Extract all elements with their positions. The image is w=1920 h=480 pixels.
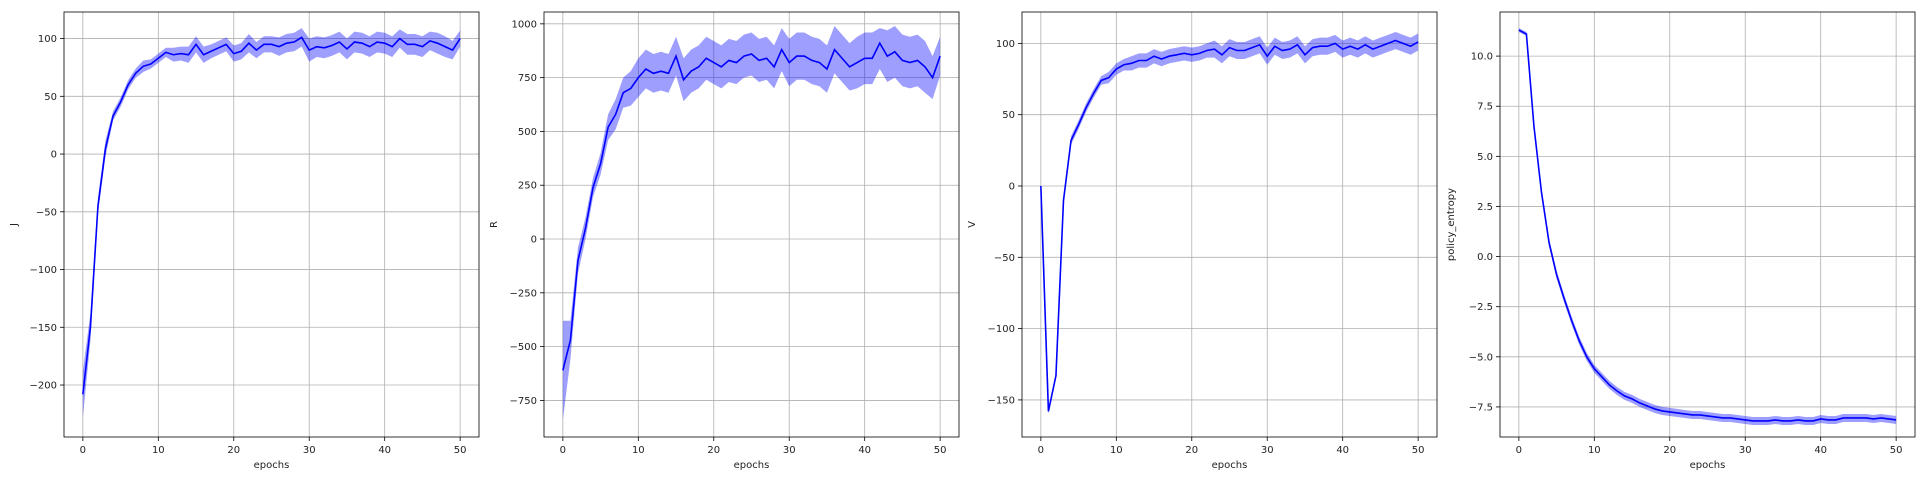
series-line: [1518, 29, 1897, 422]
x-axis-label: epochs: [1690, 460, 1726, 471]
y-axis-label: policy_entropy: [1446, 188, 1457, 261]
confidence-band: [82, 28, 461, 418]
x-tick-label: 40: [378, 445, 391, 456]
x-tick-label: 30: [1739, 445, 1752, 456]
confidence-band: [1040, 31, 1419, 415]
y-tick-label: 50: [44, 92, 57, 103]
confidence-band: [562, 25, 941, 420]
y-tick-label: 500: [518, 127, 537, 138]
y-tick-label: 0.0: [1477, 252, 1493, 263]
x-tick-label: 40: [1814, 445, 1827, 456]
y-tick-label: −5.0: [1469, 352, 1493, 363]
x-tick-label: 10: [632, 445, 645, 456]
x-tick-label: 10: [1588, 445, 1601, 456]
y-tick-label: 100: [38, 34, 57, 45]
x-tick-label: 10: [1110, 445, 1123, 456]
y-tick-label: 1000: [512, 19, 537, 30]
y-tick-label: 5.0: [1477, 152, 1493, 163]
y-tick-label: −2.5: [1469, 302, 1493, 313]
x-tick-label: 30: [783, 445, 796, 456]
y-tick-label: 0: [1009, 181, 1015, 192]
x-tick-label: 20: [1185, 445, 1198, 456]
series-line: [562, 41, 941, 371]
y-tick-label: 0: [51, 150, 57, 161]
panel-v: 0 10 20 30 40 50 −150 −100 −50 0 50 100 epochs V: [967, 11, 1438, 471]
confidence-band: [1518, 28, 1897, 425]
y-tick-label: 50: [1002, 110, 1015, 121]
axes-frame: [543, 11, 960, 438]
x-tick-label: 0: [560, 445, 566, 456]
axes-frame: [1499, 11, 1916, 438]
x-tick-label: 40: [858, 445, 871, 456]
y-tick-label: 100: [996, 39, 1015, 50]
x-tick-label: 10: [152, 445, 165, 456]
y-axis-label: V: [967, 221, 978, 228]
y-tick-label: −100: [988, 324, 1015, 335]
y-axis-label: R: [489, 221, 500, 228]
x-tick-label: 30: [1261, 445, 1274, 456]
x-tick-label: 50: [934, 445, 947, 456]
x-tick-label: 50: [454, 445, 467, 456]
y-tick-label: 2.5: [1477, 202, 1493, 213]
x-axis-label: epochs: [1212, 460, 1248, 471]
y-tick-label: 0: [531, 235, 537, 246]
y-tick-label: 750: [518, 73, 537, 84]
y-tick-label: −150: [30, 323, 57, 334]
panel-r: 0 10 20 30 40 50 −750 −500 −250 0 250 500 750 1000 epo…: [489, 11, 960, 471]
y-tick-label: −500: [510, 342, 537, 353]
x-tick-label: 40: [1336, 445, 1349, 456]
y-tick-label: −50: [994, 253, 1015, 264]
y-tick-label: −50: [36, 207, 57, 218]
y-tick-label: −7.5: [1469, 402, 1493, 413]
series-line: [82, 36, 461, 395]
axes-frame: [63, 11, 480, 438]
x-tick-label: 0: [1038, 445, 1044, 456]
y-axis-label: J: [9, 223, 20, 227]
y-tick-label: 250: [518, 181, 537, 192]
panel-j: 0 10 20 30 40 50 −200 −150 −100 −50 0 50 100 epochs J: [9, 11, 480, 471]
y-tick-label: −200: [30, 381, 57, 392]
x-tick-label: 0: [80, 445, 86, 456]
x-tick-label: 20: [707, 445, 720, 456]
series-line: [1040, 39, 1419, 412]
x-tick-label: 50: [1412, 445, 1425, 456]
y-tick-label: −250: [510, 288, 537, 299]
y-tick-label: −100: [30, 265, 57, 276]
x-tick-label: 20: [1663, 445, 1676, 456]
x-tick-label: 30: [303, 445, 316, 456]
panel-policy-entropy: 0 10 20 30 40 50 −7.5 −5.0 −2.5 0.0 2.5 5.0 7.5 10.0 e…: [1446, 11, 1916, 471]
x-axis-label: epochs: [734, 460, 770, 471]
x-tick-label: 50: [1890, 445, 1903, 456]
x-axis-label: epochs: [254, 460, 290, 471]
y-tick-label: −750: [510, 396, 537, 407]
x-tick-label: 20: [227, 445, 240, 456]
y-tick-label: 10.0: [1471, 52, 1493, 63]
y-tick-label: 7.5: [1477, 102, 1493, 113]
axes-frame: [1021, 11, 1438, 438]
y-tick-label: −150: [988, 395, 1015, 406]
x-tick-label: 0: [1516, 445, 1522, 456]
